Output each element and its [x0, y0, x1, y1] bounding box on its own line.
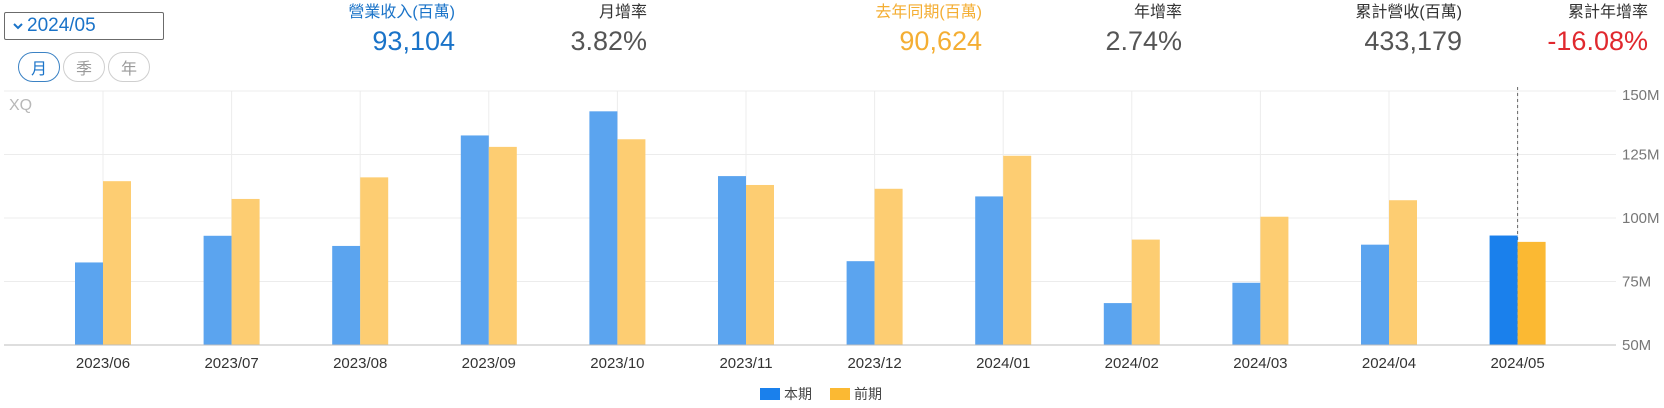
x-tick-label: 2023/10: [590, 355, 644, 372]
bar-current[interactable]: [203, 235, 232, 345]
stat-revenue-value: 93,104: [372, 26, 455, 56]
y-tick-label: 125M: [1622, 147, 1660, 164]
x-tick-label: 2023/09: [462, 355, 516, 372]
bar-previous[interactable]: [1131, 239, 1160, 345]
stat-revenue: 營業收入(百萬) 93,104: [348, 3, 455, 57]
stat-yoy-value: 2.74%: [1105, 26, 1182, 56]
bar-current[interactable]: [1361, 244, 1389, 345]
bar-current[interactable]: [718, 176, 746, 345]
bar-previous[interactable]: [1389, 200, 1417, 345]
bar-previous[interactable]: [1517, 241, 1546, 345]
bar-previous[interactable]: [103, 181, 131, 345]
bar-previous[interactable]: [746, 184, 774, 345]
bar-previous[interactable]: [1260, 216, 1289, 345]
bar-current[interactable]: [1103, 303, 1132, 345]
stat-last-year: 去年同期(百萬) 90,624: [875, 3, 982, 57]
y-tick-label: 75M: [1622, 274, 1651, 291]
bar-current[interactable]: [975, 196, 1004, 345]
legend-label-previous: 前期: [854, 386, 882, 402]
stat-mom-value: 3.82%: [570, 26, 647, 56]
y-tick-label: 100M: [1622, 210, 1660, 227]
stat-cumulative-yoy-label: 累計年增率: [1567, 4, 1648, 21]
chevron-down-icon: [13, 23, 23, 30]
stat-cumulative-value: 433,179: [1364, 26, 1462, 56]
legend-label-current: 本期: [784, 386, 812, 402]
x-tick-label: 2023/06: [76, 355, 130, 372]
x-tick-label: 2024/01: [976, 355, 1030, 372]
stat-cumulative: 累計營收(百萬) 433,179: [1355, 3, 1462, 57]
period-select-value: 2024/05: [27, 15, 96, 36]
stat-revenue-label: 營業收入(百萬): [348, 4, 455, 21]
stat-yoy-label: 年增率: [1133, 4, 1182, 21]
x-tick-label: 2024/02: [1105, 355, 1159, 372]
bar-current[interactable]: [846, 261, 875, 345]
bar-current[interactable]: [460, 135, 489, 345]
stat-last-year-label: 去年同期(百萬): [875, 4, 982, 21]
bar-current[interactable]: [332, 245, 361, 345]
stat-mom-label: 月增率: [598, 4, 647, 21]
bar-previous[interactable]: [488, 146, 517, 345]
x-tick-label: 2024/03: [1233, 355, 1287, 372]
stat-cumulative-label: 累計營收(百萬): [1355, 4, 1462, 21]
stat-last-year-value: 90,624: [899, 26, 982, 56]
period-select[interactable]: 2024/05: [4, 12, 164, 40]
revenue-bar-chart: XQ 2023/06 2023/07 2023/08 2023/09 2023/10 20…: [4, 87, 1660, 372]
bar-current[interactable]: [1232, 282, 1261, 345]
bar-previous[interactable]: [1003, 155, 1032, 345]
tab-quarterly[interactable]: 季: [63, 52, 105, 82]
bar-previous[interactable]: [874, 188, 903, 345]
legend-item-previous[interactable]: 前期: [830, 384, 882, 404]
bar-previous[interactable]: [360, 177, 389, 345]
bar-previous[interactable]: [231, 198, 260, 345]
chart-legend: 本期 前期: [760, 384, 882, 404]
x-tick-label: 2024/05: [1490, 355, 1544, 372]
x-tick-label: 2023/11: [719, 355, 772, 372]
tab-yearly[interactable]: 年: [108, 52, 150, 82]
y-tick-label: 150M: [1622, 87, 1660, 104]
x-tick-label: 2023/08: [333, 355, 387, 372]
x-tick-label: 2023/07: [204, 355, 258, 372]
x-tick-label: 2023/12: [847, 355, 901, 372]
bar-current[interactable]: [75, 262, 103, 345]
stat-mom: 月增率 3.82%: [570, 3, 647, 57]
legend-swatch-previous: [830, 388, 850, 400]
stat-yoy: 年增率 2.74%: [1105, 3, 1182, 57]
bar-current[interactable]: [1489, 235, 1518, 345]
bar-current[interactable]: [589, 111, 618, 345]
tab-monthly[interactable]: 月: [18, 52, 60, 82]
stat-cumulative-yoy: 累計年增率 -16.08%: [1547, 3, 1648, 57]
stat-cumulative-yoy-value: -16.08%: [1547, 26, 1648, 56]
y-tick-label: 50M: [1622, 337, 1651, 354]
chart-watermark: XQ: [9, 97, 32, 114]
legend-item-current[interactable]: 本期: [760, 384, 812, 404]
bar-previous[interactable]: [617, 139, 646, 345]
legend-swatch-current: [760, 388, 780, 400]
x-tick-label: 2024/04: [1362, 355, 1416, 372]
